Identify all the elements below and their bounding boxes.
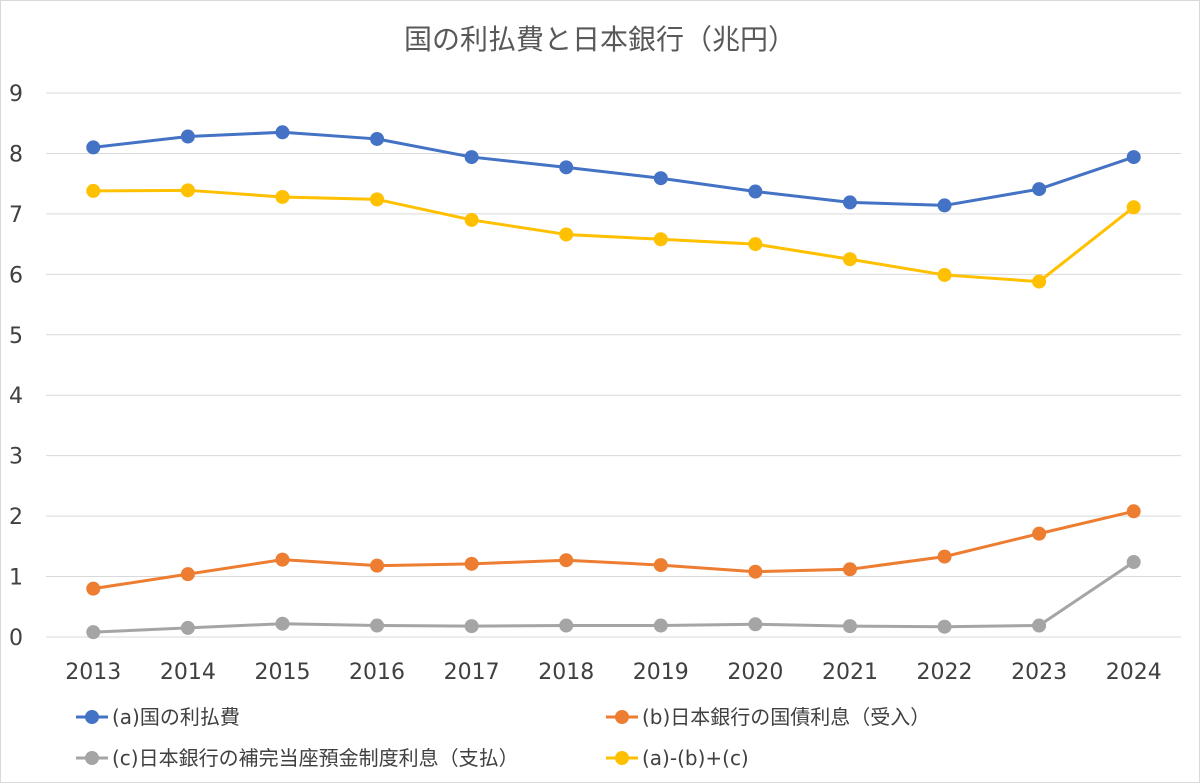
- series-line: [93, 130, 1135, 207]
- data-point: [1126, 150, 1141, 165]
- chart-title: 国の利払費と日本銀行（兆円）: [404, 23, 796, 56]
- data-point: [937, 267, 952, 282]
- legend-label: (c)日本銀行の補完当座預金制度利息（支払）: [112, 746, 519, 770]
- legend-label: (a)国の利払費: [112, 705, 240, 729]
- data-point: [1126, 200, 1141, 215]
- data-point: [370, 558, 385, 573]
- grid: [46, 92, 1181, 638]
- data-point: [370, 618, 385, 633]
- x-tick-label: 2022: [917, 660, 973, 685]
- y-tick-label: 6: [9, 263, 23, 288]
- data-point: [464, 619, 479, 634]
- data-point: [559, 618, 574, 633]
- data-point: [842, 195, 857, 210]
- legend-marker: [615, 751, 629, 765]
- data-point: [1126, 555, 1141, 570]
- data-point: [464, 150, 479, 165]
- data-point: [1032, 274, 1047, 289]
- x-tick-label: 2013: [65, 660, 121, 685]
- data-point: [842, 562, 857, 577]
- legend: (a)国の利払費 (b)日本銀行の国債利息（受入） (c)日本銀行の補完当座預金制度…: [76, 705, 930, 770]
- y-axis-ticks: 0 1 2 3 4 5 6 7 8 9: [9, 82, 23, 651]
- data-point: [275, 552, 290, 567]
- data-point: [748, 184, 763, 199]
- data-point: [653, 232, 668, 247]
- x-tick-label: 2018: [538, 660, 594, 685]
- data-point: [275, 125, 290, 140]
- data-point: [464, 212, 479, 227]
- y-tick-label: 5: [9, 324, 23, 349]
- legend-entry-3: (a)-(b)+(c): [606, 746, 749, 770]
- series-2: [86, 555, 1141, 640]
- x-tick-label: 2014: [160, 660, 216, 685]
- data-point: [1126, 504, 1141, 519]
- data-point: [937, 619, 952, 634]
- x-tick-label: 2020: [727, 660, 783, 685]
- data-point: [86, 140, 101, 155]
- data-point: [748, 237, 763, 252]
- y-tick-label: 2: [9, 505, 23, 530]
- x-tick-label: 2024: [1106, 660, 1162, 685]
- data-point: [937, 549, 952, 564]
- series-0: [86, 125, 1141, 213]
- series-3: [86, 183, 1141, 289]
- y-tick-label: 3: [9, 445, 23, 470]
- x-tick-label: 2016: [349, 660, 405, 685]
- series-line: [93, 509, 1135, 591]
- legend-entry-1: (b)日本銀行の国債利息（受入）: [606, 705, 930, 729]
- data-point: [1032, 182, 1047, 197]
- data-point: [653, 171, 668, 186]
- x-tick-label: 2023: [1011, 660, 1067, 685]
- data-point: [370, 131, 385, 146]
- data-point: [86, 625, 101, 640]
- data-point: [180, 620, 195, 635]
- data-point: [275, 616, 290, 631]
- x-axis-ticks: 2013 2014 2015 2016 2017 2018 2019 2020 2021 2022…: [65, 660, 1161, 685]
- x-tick-label: 2015: [254, 660, 310, 685]
- data-point: [559, 553, 574, 568]
- data-point: [1032, 526, 1047, 541]
- data-point: [748, 564, 763, 579]
- x-tick-label: 2017: [444, 660, 500, 685]
- data-point: [559, 227, 574, 242]
- y-tick-label: 0: [9, 626, 23, 651]
- data-point: [842, 619, 857, 634]
- legend-entry-2: (c)日本銀行の補完当座預金制度利息（支払）: [76, 746, 519, 770]
- legend-label: (b)日本銀行の国債利息（受入）: [642, 705, 930, 729]
- data-point: [653, 618, 668, 633]
- data-point: [1032, 618, 1047, 633]
- data-point: [180, 183, 195, 198]
- data-point: [653, 558, 668, 573]
- data-point: [275, 189, 290, 204]
- series-line: [93, 188, 1135, 284]
- series-1: [86, 504, 1141, 596]
- y-tick-label: 1: [9, 566, 23, 591]
- x-tick-label: 2021: [822, 660, 878, 685]
- data-point: [180, 567, 195, 582]
- y-tick-label: 4: [9, 384, 23, 409]
- legend-label: (a)-(b)+(c): [642, 746, 749, 770]
- data-point: [180, 129, 195, 144]
- legend-marker: [85, 710, 99, 724]
- series-layer: [86, 125, 1141, 640]
- legend-marker: [615, 710, 629, 724]
- data-point: [559, 160, 574, 175]
- data-point: [370, 192, 385, 207]
- series-line: [93, 560, 1135, 634]
- data-point: [86, 183, 101, 198]
- data-point: [748, 617, 763, 632]
- data-point: [464, 556, 479, 571]
- data-point: [86, 581, 101, 596]
- y-tick-label: 8: [9, 142, 23, 167]
- x-tick-label: 2019: [633, 660, 689, 685]
- data-point: [937, 198, 952, 213]
- data-point: [842, 252, 857, 267]
- legend-entry-0: (a)国の利払費: [76, 705, 240, 729]
- y-tick-label: 9: [9, 82, 23, 107]
- legend-marker: [85, 751, 99, 765]
- y-tick-label: 7: [9, 203, 23, 228]
